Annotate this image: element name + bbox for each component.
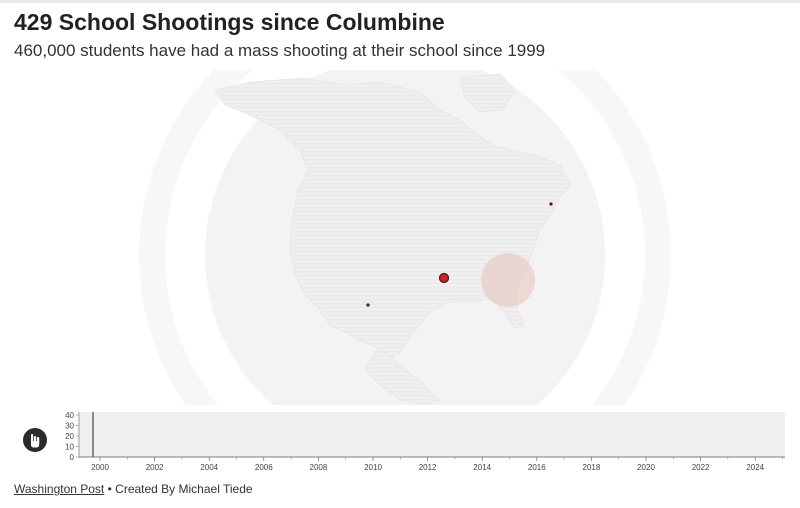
map-marker-small[interactable]	[366, 303, 370, 307]
x-tick-label: 2010	[364, 463, 382, 472]
x-tick-label: 2016	[528, 463, 546, 472]
x-tick-label: 2000	[91, 463, 109, 472]
greenland-landmass	[459, 73, 516, 113]
page-title: 429 School Shootings since Columbine	[14, 9, 445, 35]
x-tick-label: 2006	[255, 463, 273, 472]
footer-credit: Washington Post • Created By Michael Tie…	[14, 482, 253, 496]
x-tick-label: 2014	[473, 463, 491, 472]
credit-text: • Created By Michael Tiede	[104, 482, 253, 496]
top-rule	[0, 0, 800, 3]
y-tick-label: 40	[65, 411, 74, 420]
y-tick-label: 0	[70, 453, 75, 462]
y-tick-label: 30	[65, 422, 74, 431]
x-tick-label: 2018	[583, 463, 601, 472]
x-tick-label: 2004	[200, 463, 218, 472]
hand-pointer-icon	[31, 434, 40, 448]
y-tick-label: 10	[65, 443, 74, 452]
southeast-highlight-circle	[481, 253, 535, 307]
source-link[interactable]: Washington Post	[14, 482, 105, 496]
timeline-background	[79, 412, 785, 457]
north-america-landmass	[214, 77, 571, 359]
map-marker-large[interactable]	[438, 272, 450, 284]
globe-map[interactable]	[130, 70, 670, 405]
page-subtitle: 460,000 students have had a mass shootin…	[14, 41, 546, 60]
central-america-landmass	[364, 347, 441, 405]
play-button[interactable]	[23, 428, 47, 452]
map-marker-small[interactable]	[549, 202, 553, 206]
x-tick-label: 2022	[692, 463, 710, 472]
x-tick-label: 2012	[419, 463, 437, 472]
x-tick-label: 2008	[310, 463, 328, 472]
x-tick-label: 2002	[146, 463, 164, 472]
x-tick-label: 2024	[746, 463, 764, 472]
timeline-x-ticks: 2000 2002 2004 2006 2008 2010 2012 2014 2016 2018…	[91, 457, 783, 472]
x-tick-label: 2020	[637, 463, 655, 472]
y-tick-label: 20	[65, 432, 74, 441]
